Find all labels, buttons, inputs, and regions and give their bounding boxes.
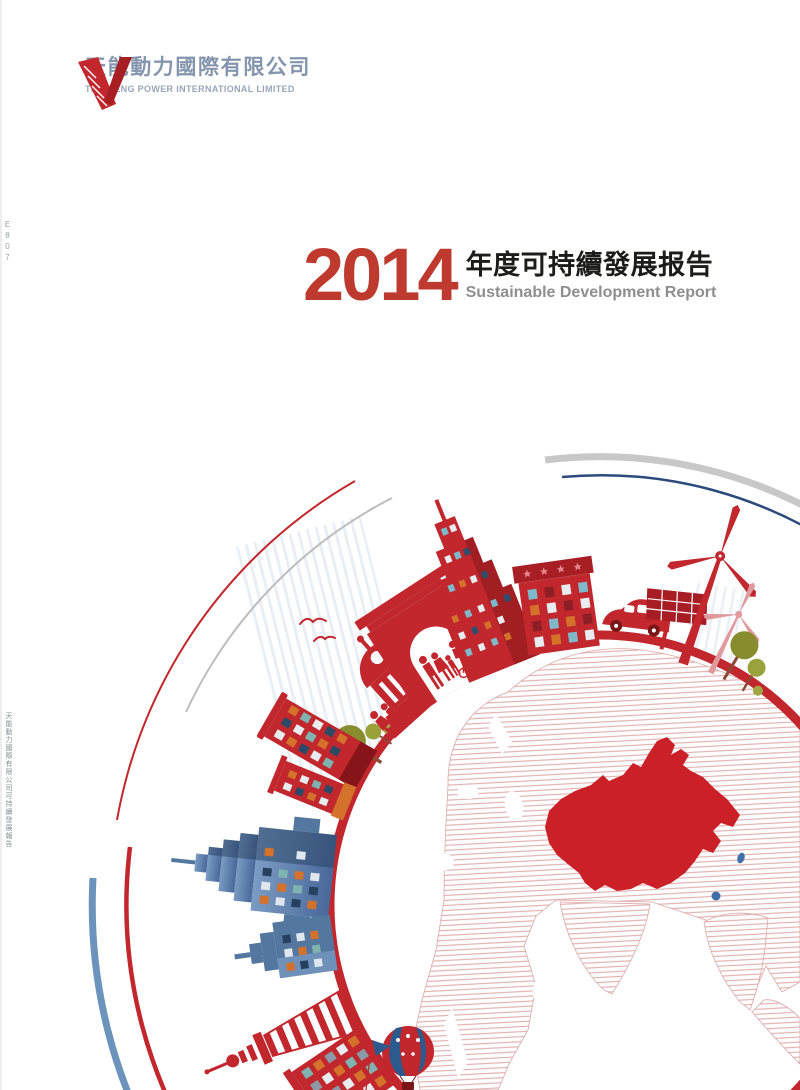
blue-skyscraper-icon [171, 816, 337, 931]
slab2-windows [282, 770, 334, 807]
report-title-en: Sustainable Development Report [465, 283, 717, 301]
taiwan-island-dot [737, 852, 745, 864]
hainan-island-dot [711, 891, 721, 901]
red-slab-building-icon [256, 692, 378, 790]
report-title-block: 2014 年度可持續發展报告 Sustainable Development R… [303, 238, 716, 312]
thin-red-arc [116, 480, 356, 821]
steel-blue-arc [88, 877, 131, 1090]
world-map [411, 648, 800, 1090]
solar-panel-icon [646, 588, 709, 650]
caspian-sea [504, 791, 524, 821]
spine-text: 天能動力國際有限公司可持續發展報告 [5, 712, 12, 848]
birds-icon [299, 617, 336, 642]
hot-air-balloon-icon [365, 1026, 434, 1090]
hotel-stars [523, 562, 582, 578]
skyscraper-windows [440, 523, 512, 657]
indochina-landmass [703, 912, 769, 1011]
black-sea [457, 785, 479, 799]
report-year: 2014 [303, 233, 459, 316]
pennant-icon [372, 1040, 390, 1056]
company-name-en: TIANNENG POWER INTERNATIONAL LIMITED [85, 84, 295, 95]
stepped-skyscraper-icon [434, 499, 540, 683]
company-logo: 天能動力國際有限公司 TIANNENG POWER INTERNATIONAL … [76, 56, 311, 110]
wind-turbine-large-icon [667, 505, 756, 666]
family-silhouettes-icon [418, 640, 480, 690]
spine-code: E807 [3, 220, 12, 264]
four-star-hotel-icon [512, 555, 600, 656]
navy-arc [561, 474, 800, 526]
blue-skyscraper-2-icon [234, 914, 338, 979]
trees-right-icon [722, 631, 766, 696]
thick-red-arc [124, 846, 167, 1090]
persian-gulf [532, 962, 558, 1024]
report-title-zh: 年度可持續發展报告 [465, 250, 714, 280]
china-map [545, 737, 745, 901]
report-title-text: 年度可持續發展报告 Sustainable Development Report [466, 238, 717, 302]
page-edge [0, 0, 2, 1090]
blue-tower2-windows [282, 930, 323, 972]
logo-text: 天能動力國際有限公司 TIANNENG POWER INTERNATIONAL … [85, 56, 311, 94]
red-v-logo-icon [78, 57, 132, 110]
logo-right-stroke [104, 57, 132, 105]
china-shape [545, 737, 740, 891]
india-landmass [559, 901, 651, 995]
blue-tower-windows [259, 847, 320, 910]
company-name-zh: 天能動力國際有限公司 [85, 56, 311, 79]
mediterranean-sea [430, 853, 454, 871]
thin-gray-arc [185, 497, 393, 713]
logo-hatch-lines [83, 65, 108, 107]
baltic-sea [488, 714, 512, 754]
red-building-windows [301, 1035, 387, 1090]
slab-windows [273, 705, 348, 769]
hotel-windows [527, 581, 595, 648]
red-sea [444, 1008, 468, 1078]
globe-rim [325, 630, 800, 1090]
thick-gray-arc [544, 453, 800, 508]
red-slab-building-2-icon [267, 754, 357, 821]
malay-landmass [751, 999, 800, 1065]
tv-tower-icon [204, 988, 361, 1075]
